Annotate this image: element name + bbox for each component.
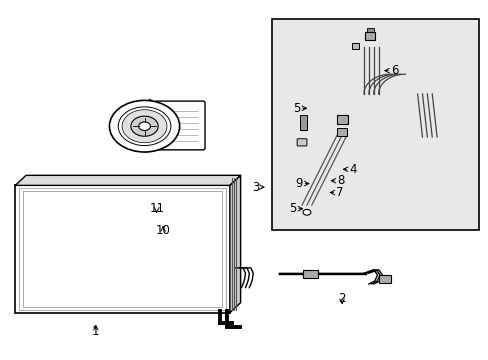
Text: 3: 3 — [251, 181, 259, 194]
Bar — [336, 116, 347, 124]
FancyBboxPatch shape — [297, 139, 306, 146]
Text: 1: 1 — [92, 325, 100, 338]
FancyBboxPatch shape — [155, 101, 204, 150]
Bar — [19, 188, 225, 310]
Bar — [378, 275, 390, 283]
Circle shape — [139, 122, 150, 131]
Bar — [272, 19, 478, 230]
Bar — [366, 28, 373, 32]
Bar — [15, 185, 229, 313]
Bar — [23, 191, 222, 307]
Bar — [303, 270, 317, 278]
Text: 9: 9 — [294, 177, 302, 190]
Text: 4: 4 — [348, 163, 356, 176]
Polygon shape — [15, 175, 240, 185]
Text: 7: 7 — [335, 186, 343, 199]
Text: 2: 2 — [338, 292, 345, 305]
Polygon shape — [149, 99, 157, 112]
Text: 11: 11 — [149, 202, 164, 215]
Circle shape — [118, 107, 170, 145]
Circle shape — [109, 100, 179, 152]
Text: 10: 10 — [155, 224, 170, 237]
Bar — [336, 128, 346, 136]
Polygon shape — [229, 175, 240, 313]
Circle shape — [303, 210, 310, 215]
Bar — [351, 43, 358, 49]
Bar — [300, 116, 306, 130]
Circle shape — [131, 116, 158, 136]
Text: 5: 5 — [292, 102, 300, 115]
Text: 8: 8 — [336, 174, 344, 187]
Bar — [365, 32, 374, 40]
Text: 6: 6 — [390, 64, 397, 77]
Text: 5: 5 — [288, 202, 296, 215]
Circle shape — [122, 110, 166, 143]
